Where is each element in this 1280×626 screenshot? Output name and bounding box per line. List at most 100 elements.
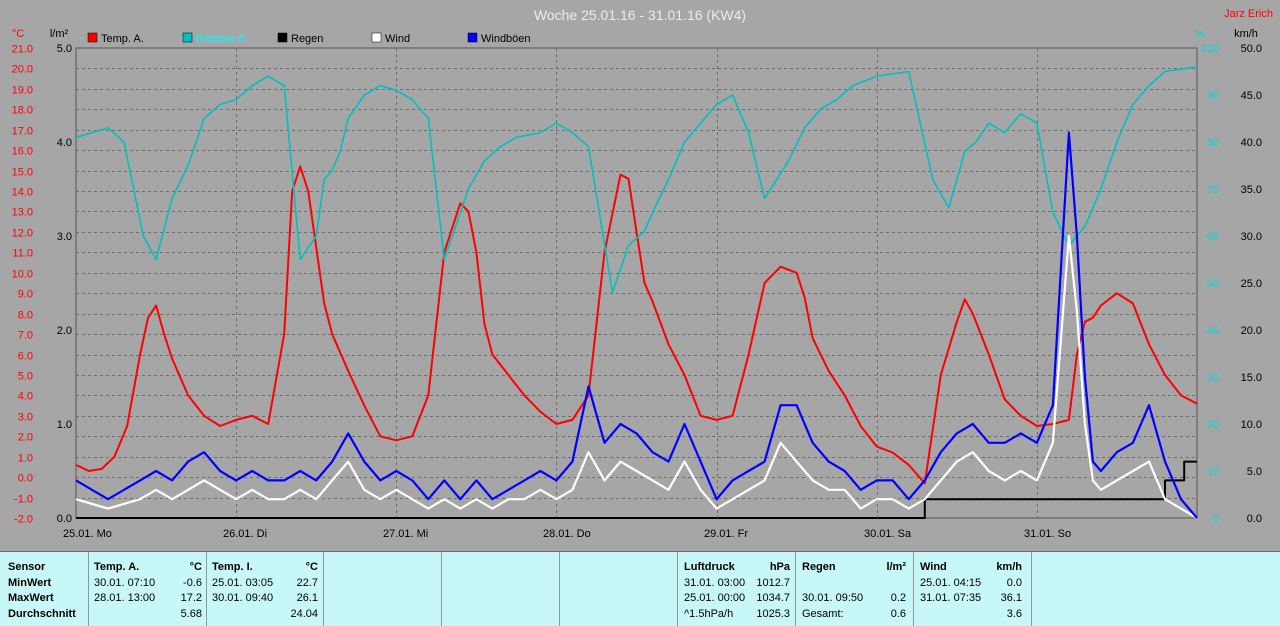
temp-tick-label: 19.0	[12, 85, 33, 97]
column-divider	[323, 552, 324, 626]
legend-swatch	[371, 32, 382, 43]
column-divider	[559, 552, 560, 626]
rain-tick-label: 2.0	[57, 325, 72, 337]
temp-tick-label: 13.0	[12, 207, 33, 219]
regen-max-time: 30.01. 09:50	[802, 592, 864, 604]
luftdruck-max-value: 1034.7	[756, 592, 790, 604]
humidity-tick-label: 70	[1207, 184, 1219, 196]
column-divider	[677, 552, 678, 626]
column-divider	[795, 552, 796, 626]
wind-header: Wind	[920, 561, 947, 573]
wind-tick-label: 20.0	[1241, 325, 1262, 337]
x-tick-label: 30.01. Sa	[864, 528, 912, 540]
wind-tick-label: 50.0	[1241, 43, 1262, 55]
temp-tick-label: 12.0	[12, 228, 33, 240]
temp-tick-label: -2.0	[14, 514, 33, 526]
wind-tick-label: 10.0	[1241, 419, 1262, 431]
rain-tick-label: 1.0	[57, 419, 72, 431]
temp-a-max-time: 28.01. 13:00	[94, 592, 156, 604]
column-divider	[441, 552, 442, 626]
temp-i-min-time: 25.01. 03:05	[212, 576, 274, 589]
temp-a-unit: °C	[189, 561, 202, 573]
temp-i-unit: °C	[305, 561, 318, 573]
chart-title: Woche 25.01.16 - 31.01.16 (KW4)	[534, 7, 746, 23]
summary-temp-a-column: Temp. A. °C 30.01. 07:10 -0.6 28.01. 13:00…	[94, 560, 202, 620]
rain-tick-label: 4.0	[57, 137, 72, 149]
weather-chart: 21.0 20.0 19.0 18.0 17.0 16.0 15.0 14.0 13.0 12.0…	[12, 7, 1273, 540]
wind-max-time: 31.01. 07:35	[920, 592, 982, 604]
temp-i-max-value: 26.1	[296, 592, 318, 604]
series-line-relative-f-	[75, 66, 1198, 294]
regen-header: Regen	[802, 561, 836, 573]
humidity-tick-label: 100	[1201, 43, 1219, 55]
temp-tick-label: 16.0	[12, 146, 33, 158]
rain-unit-label: l/m²	[50, 28, 69, 40]
humidity-unit-label: %	[1195, 28, 1205, 40]
temp-tick-label: 8.0	[18, 310, 33, 322]
series-line-wind	[75, 234, 1198, 519]
temp-tick-label: 5.0	[18, 371, 33, 383]
wind-tick-label: 45.0	[1241, 90, 1262, 102]
temp-tick-label: 3.0	[18, 412, 33, 424]
row-label-max: MaxWert	[8, 592, 54, 604]
humidity-tick-label: 90	[1207, 90, 1219, 102]
temp-tick-label: 4.0	[18, 391, 33, 403]
wind-tick-label: 25.0	[1241, 278, 1262, 290]
x-tick-label: 26.01. Di	[223, 528, 267, 540]
row-label-min: MinWert	[8, 576, 52, 589]
series-line-regen	[76, 460, 1197, 519]
temp-tick-label: 6.0	[18, 351, 33, 363]
summary-wind-column: Wind km/h 25.01. 04:15 0.0 31.01. 07:35 36.…	[920, 560, 1022, 620]
temp-tick-label: -1.0	[14, 494, 33, 506]
column-divider	[913, 552, 914, 626]
legend-swatch	[277, 32, 288, 43]
regen-total-label: Gesamt:	[802, 607, 844, 620]
temp-tick-label: 18.0	[12, 105, 33, 117]
temp-tick-label: 2.0	[18, 432, 33, 444]
temp-tick-label: 17.0	[12, 126, 33, 138]
temp-tick-label: 1.0	[18, 453, 33, 465]
rain-tick-label: 5.0	[57, 43, 72, 55]
temp-tick-label: 20.0	[12, 64, 33, 76]
legend-swatch	[87, 32, 98, 43]
temp-i-max-time: 30.01. 09:40	[212, 592, 274, 604]
humidity-tick-label: 50	[1207, 278, 1219, 290]
x-tick-label: 29.01. Fr	[704, 528, 748, 540]
legend-label: Windböen	[481, 33, 531, 45]
summary-luftdruck-column: Luftdruck hPa 31.01. 03:00 1012.7 25.01. 0…	[684, 560, 790, 622]
wind-avg-value: 3.6	[1006, 607, 1022, 620]
legend-label: Relative F.	[196, 33, 247, 45]
wind-tick-label: 0.0	[1247, 513, 1262, 525]
legend-label: Temp. A.	[101, 33, 144, 45]
temp-tick-label: 14.0	[12, 187, 33, 199]
legend-swatch	[467, 32, 478, 43]
temp-tick-label: 10.0	[12, 269, 33, 281]
summary-regen-column: Regen l/m² 30.01. 09:50 0.2 Gesamt: 0.6	[802, 560, 906, 622]
column-divider	[1031, 552, 1032, 626]
humidity-tick-label: 60	[1207, 231, 1219, 243]
x-tick-label: 27.01. Mi	[383, 528, 428, 540]
luftdruck-unit: hPa	[769, 561, 790, 573]
legend-label: Wind	[385, 33, 410, 45]
regen-max-value: 0.2	[890, 592, 906, 604]
row-label-avg: Durchschnitt	[8, 607, 76, 620]
wind-min-value: 0.0	[1006, 576, 1022, 589]
temp-a-max-value: 17.2	[180, 592, 202, 604]
series-line-windb-en	[75, 131, 1198, 519]
humidity-tick-label: 0	[1213, 513, 1219, 525]
wind-unit: km/h	[996, 561, 1022, 573]
wind-tick-label: 15.0	[1241, 372, 1262, 384]
temp-tick-label: 15.0	[12, 167, 33, 179]
rain-tick-label: 3.0	[57, 231, 72, 243]
legend-swatch	[182, 32, 193, 43]
summary-sensor-column: Sensor MinWert MaxWert Durchschnitt	[8, 560, 86, 622]
temp-tick-label: 11.0	[12, 248, 33, 260]
legend-label: Regen	[291, 33, 323, 45]
summary-table: Sensor MinWert MaxWert Durchschnitt Temp…	[0, 551, 1280, 626]
temp-tick-label: 21.0	[12, 44, 33, 56]
humidity-tick-label: 80	[1207, 137, 1219, 149]
wind-max-value: 36.1	[1000, 592, 1022, 604]
summary-temp-i-column: Temp. I. °C 25.01. 03:05 22.7 30.01. 09:40…	[212, 560, 318, 620]
luftdruck-min-time: 31.01. 03:00	[684, 576, 746, 589]
luftdruck-min-value: 1012.7	[756, 576, 790, 589]
